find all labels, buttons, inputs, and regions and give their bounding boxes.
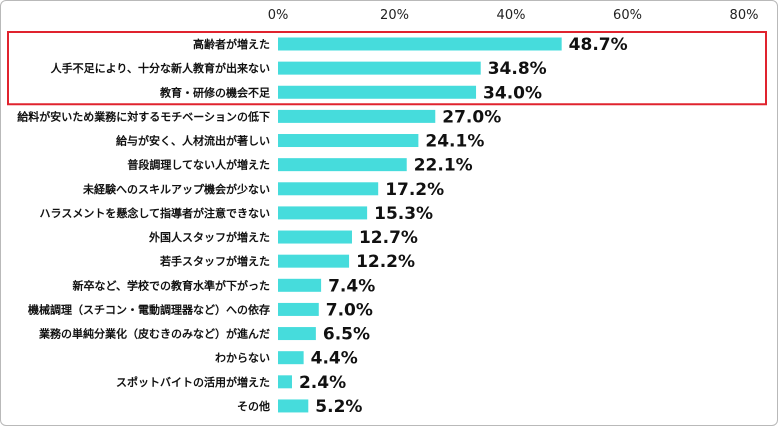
value-label: 12.7% <box>359 228 418 248</box>
category-label: 高齢者が増えた <box>193 37 270 51</box>
x-axis-ticks: 0% 20% 40% 60% 80% <box>268 8 759 23</box>
x-tick-label: 20% <box>380 8 409 23</box>
bar <box>278 85 477 99</box>
bar <box>278 375 292 389</box>
category-label: その他 <box>237 399 270 413</box>
bar <box>278 278 322 292</box>
bar <box>278 399 309 413</box>
category-label: 未経験へのスキルアップ機会が少ない <box>82 182 270 196</box>
value-label: 22.1% <box>414 156 473 176</box>
highlight-box <box>7 31 767 106</box>
bar <box>278 61 481 75</box>
category-label: 機械調理（スチコン・電動調理器など）への依存 <box>28 302 270 316</box>
x-tick-label: 0% <box>268 8 289 23</box>
value-label: 5.2% <box>315 397 362 417</box>
bar <box>278 158 407 172</box>
category-label: 外国人スタッフが増えた <box>148 230 270 244</box>
x-tick-label: 80% <box>730 8 759 23</box>
bar <box>278 37 562 51</box>
value-label: 17.2% <box>385 180 444 200</box>
category-label: 若手スタッフが増えた <box>160 254 270 268</box>
bar <box>278 182 379 196</box>
bar <box>278 206 368 220</box>
category-label: スポットバイトの活用が増えた <box>116 375 270 389</box>
category-label: わからない <box>215 352 270 365</box>
category-labels: 高齢者が増えた人手不足により、十分な新人教育が出来ない教育・研修の機会不足給料が… <box>17 37 271 413</box>
bar <box>278 109 436 123</box>
category-label: ハラスメントを懸念して指導者が注意できない <box>40 206 270 220</box>
bar <box>278 351 304 365</box>
category-label: 給料が安いため業務に対するモチベーションの低下 <box>17 109 270 123</box>
bar <box>278 230 352 244</box>
value-label: 7.4% <box>328 276 375 296</box>
bar <box>278 302 319 316</box>
category-label: 普段調理してない人が増えた <box>127 158 270 172</box>
category-label: 新卒など、学校での教育水準が下がった <box>73 278 270 292</box>
value-label: 48.7% <box>569 35 628 55</box>
value-label: 27.0% <box>442 107 501 127</box>
value-labels: 48.7% 34.8% 34.0% 27.0% 24.1% 22.1% 17.2% 15.3%… <box>299 35 628 417</box>
x-tick-label: 60% <box>613 8 642 23</box>
value-label: 6.5% <box>323 325 370 345</box>
category-label: 人手不足により、十分な新人教育が出来ない <box>51 61 270 75</box>
value-label: 4.4% <box>311 349 358 369</box>
bar <box>278 134 419 148</box>
x-tick-label: 40% <box>497 8 526 23</box>
value-label: 7.0% <box>326 300 373 320</box>
value-label: 15.3% <box>374 204 433 224</box>
value-label: 12.2% <box>356 252 415 272</box>
bars <box>278 37 562 413</box>
category-label: 業務の単純分業化（皮むきのみなど）が進んだ <box>38 327 270 341</box>
bar <box>278 254 350 268</box>
value-label: 2.4% <box>299 373 346 393</box>
category-label: 教育・研修の機会不足 <box>159 85 271 99</box>
value-label: 24.1% <box>425 132 484 152</box>
value-label: 34.8% <box>488 59 547 79</box>
category-label: 給与が安く、人材流出が著しい <box>116 134 270 148</box>
bar <box>278 327 316 341</box>
value-label: 34.0% <box>483 83 542 103</box>
